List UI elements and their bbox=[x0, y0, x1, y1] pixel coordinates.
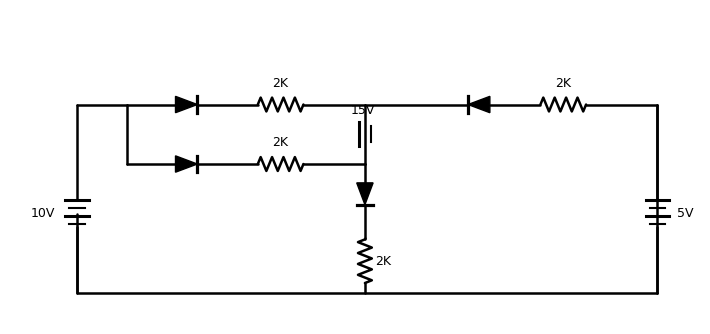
Text: 10V: 10V bbox=[31, 207, 55, 220]
Text: 5V: 5V bbox=[677, 207, 694, 220]
Text: 15V: 15V bbox=[351, 105, 375, 118]
Text: 2K: 2K bbox=[273, 136, 289, 149]
Text: 2K: 2K bbox=[555, 76, 572, 90]
Polygon shape bbox=[175, 96, 197, 113]
Text: 2K: 2K bbox=[273, 76, 289, 90]
Polygon shape bbox=[468, 96, 490, 113]
Polygon shape bbox=[175, 156, 197, 172]
Polygon shape bbox=[356, 183, 373, 205]
Text: 2K: 2K bbox=[375, 255, 390, 268]
